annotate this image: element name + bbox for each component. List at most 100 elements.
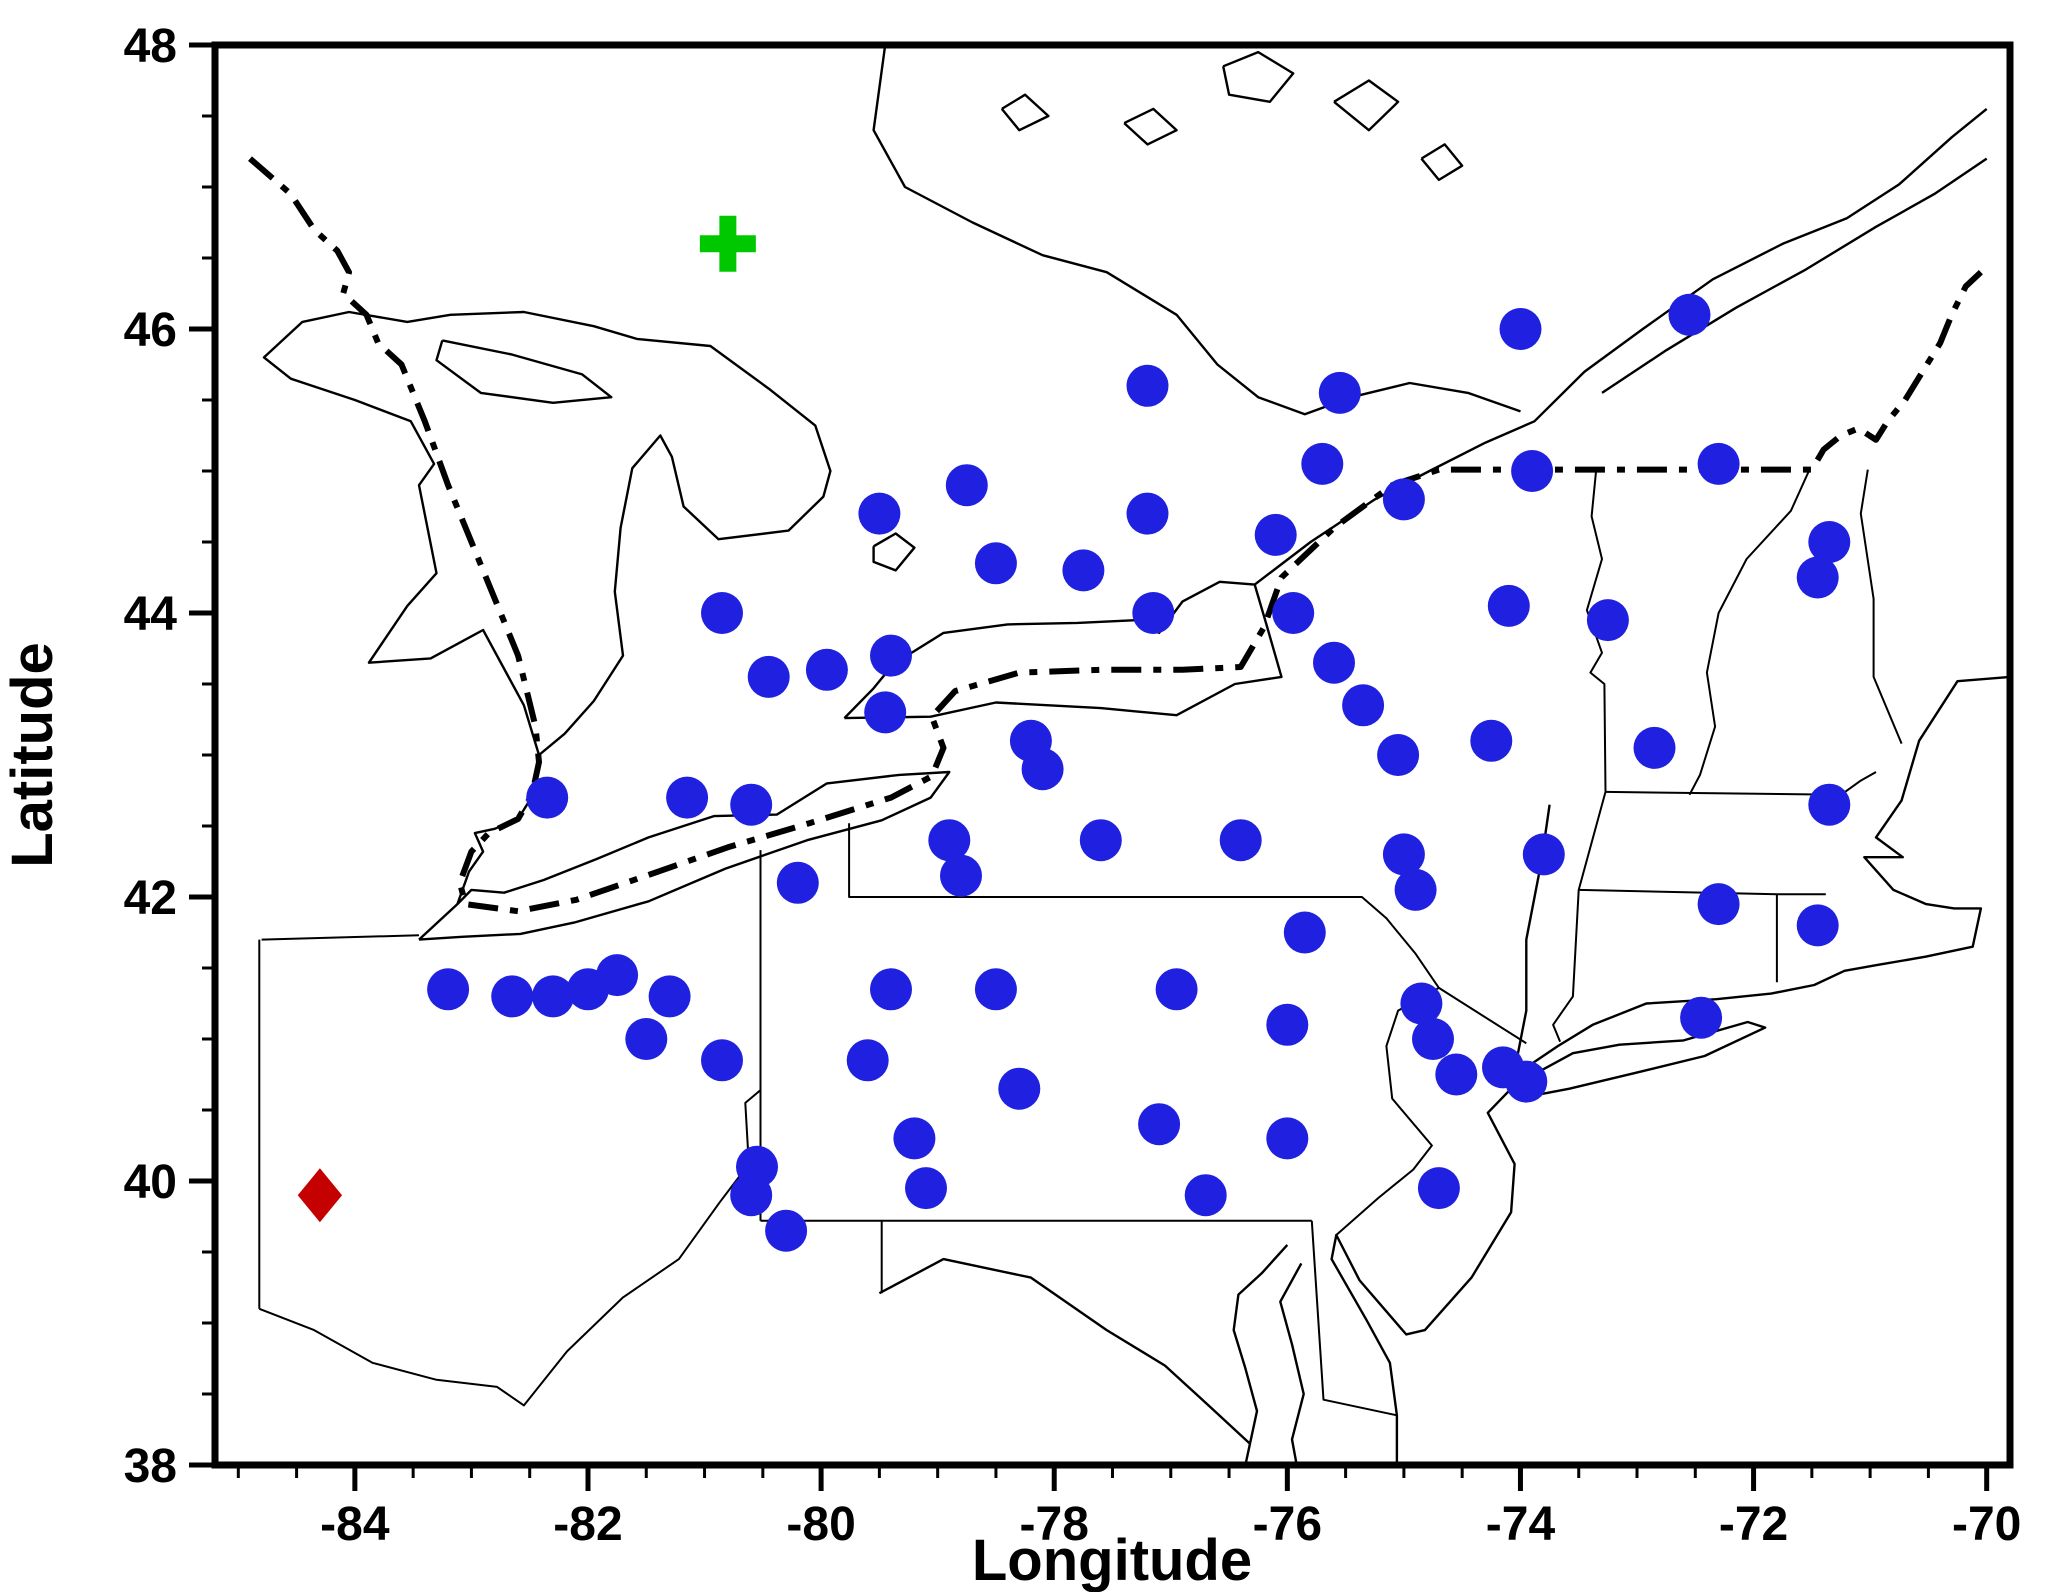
station-dot bbox=[998, 1067, 1041, 1110]
coastline-path bbox=[1253, 107, 1988, 586]
station-dot bbox=[1126, 364, 1169, 407]
station-dot bbox=[1382, 833, 1425, 876]
y-tick-label: 44 bbox=[124, 588, 178, 641]
station-dot bbox=[1342, 684, 1385, 727]
station-dot bbox=[648, 975, 691, 1018]
station-dot bbox=[1132, 592, 1175, 634]
station-dot bbox=[940, 854, 982, 897]
coastline-path bbox=[1222, 50, 1295, 104]
station-dot bbox=[1522, 833, 1565, 876]
station-dot bbox=[864, 691, 907, 734]
station-dot bbox=[1697, 442, 1740, 485]
event-diamond-marker-icon bbox=[297, 1168, 343, 1223]
coastline-path bbox=[878, 1257, 1251, 1445]
station-dot bbox=[1155, 968, 1198, 1011]
coastline-path bbox=[1279, 1262, 1305, 1466]
station-dot bbox=[1062, 549, 1105, 592]
state-boundary-path bbox=[1605, 771, 1877, 796]
station-dot bbox=[870, 634, 912, 677]
station-dot bbox=[1079, 819, 1122, 862]
state-boundary-path bbox=[1688, 469, 1811, 796]
station-dot bbox=[945, 464, 988, 507]
station-dot bbox=[1219, 819, 1262, 862]
station-dot bbox=[1021, 748, 1064, 791]
plot-frame bbox=[211, 41, 2014, 1469]
station-dot bbox=[1184, 1174, 1227, 1217]
stations-layer bbox=[427, 293, 1851, 1252]
station-dot bbox=[1633, 726, 1676, 769]
station-dot bbox=[526, 776, 569, 819]
station-dot bbox=[1318, 371, 1361, 414]
coastline-path bbox=[1000, 93, 1050, 132]
coastline-path bbox=[456, 754, 541, 905]
station-dot bbox=[1400, 982, 1443, 1025]
station-dot bbox=[974, 542, 1017, 585]
x-tick-label: -80 bbox=[786, 1498, 855, 1551]
station-dot bbox=[427, 968, 470, 1011]
coastline-path bbox=[418, 770, 951, 941]
y-tick-label: 40 bbox=[124, 1156, 177, 1209]
coastline-path bbox=[843, 580, 1283, 720]
y-tick-label: 38 bbox=[124, 1440, 177, 1493]
station-dot bbox=[491, 975, 534, 1018]
state-boundary-path bbox=[1310, 1220, 1398, 1417]
markers-layer bbox=[297, 215, 756, 1223]
station-dot bbox=[625, 1018, 668, 1060]
international-border-path bbox=[248, 156, 1983, 915]
station-dot bbox=[730, 1174, 773, 1217]
station-dot bbox=[1511, 450, 1554, 492]
coastline-path bbox=[435, 339, 613, 404]
coastline-path bbox=[1333, 79, 1400, 132]
station-dot bbox=[701, 1039, 743, 1082]
station-dot bbox=[1417, 1167, 1460, 1210]
station-dot bbox=[1266, 1003, 1309, 1046]
station-dot bbox=[1796, 904, 1839, 947]
x-axis-label: Longitude bbox=[972, 1528, 1252, 1592]
station-dot bbox=[730, 783, 773, 826]
station-dot bbox=[747, 655, 790, 698]
y-axis-label: Latitude bbox=[0, 642, 65, 868]
x-tick-label: -74 bbox=[1486, 1498, 1556, 1551]
station-dot bbox=[596, 954, 639, 997]
station-dot bbox=[1680, 996, 1723, 1039]
station-dot bbox=[1254, 513, 1297, 556]
station-dot bbox=[1808, 783, 1851, 826]
station-dot bbox=[1377, 734, 1420, 776]
station-dot bbox=[1470, 719, 1513, 762]
coastline-path bbox=[1123, 107, 1178, 146]
coastline-path bbox=[262, 310, 832, 756]
station-dot bbox=[1382, 478, 1425, 521]
station-dot bbox=[1499, 308, 1542, 350]
station-dot bbox=[974, 968, 1017, 1011]
station-dot bbox=[1301, 442, 1344, 485]
station-dot bbox=[701, 592, 743, 634]
coastline-path bbox=[1527, 1020, 1767, 1098]
station-dot bbox=[805, 648, 848, 691]
x-tick-label: -78 bbox=[1020, 1498, 1089, 1551]
state-boundary-path bbox=[261, 934, 420, 941]
coastline-path bbox=[1232, 1244, 1289, 1466]
station-dot bbox=[1435, 1053, 1478, 1096]
coastline-path bbox=[1420, 143, 1464, 182]
station-dot bbox=[765, 1209, 808, 1252]
station-dot bbox=[893, 1117, 936, 1160]
station-dot bbox=[666, 776, 709, 819]
station-dot bbox=[870, 968, 912, 1011]
coastline-path bbox=[872, 44, 1521, 416]
border-layer bbox=[248, 156, 1983, 915]
station-dot bbox=[1586, 599, 1629, 642]
state-boundary-path bbox=[1335, 987, 1440, 1236]
station-dot bbox=[846, 1039, 889, 1082]
x-tick-label: -70 bbox=[1952, 1498, 2021, 1551]
basemap-layer bbox=[258, 44, 2011, 1466]
station-dot bbox=[928, 819, 971, 862]
station-dot bbox=[1283, 911, 1326, 954]
station-dot bbox=[1505, 1060, 1548, 1103]
coastline-path bbox=[1601, 157, 1988, 394]
axes-layer: -84 -82 -80 -78 -76 -74 -72 -70 38 40 42 44 46 48 bbox=[124, 20, 2022, 1551]
y-tick-label: 46 bbox=[124, 304, 177, 357]
station-dot bbox=[1394, 868, 1437, 911]
station-dot bbox=[1668, 293, 1711, 336]
